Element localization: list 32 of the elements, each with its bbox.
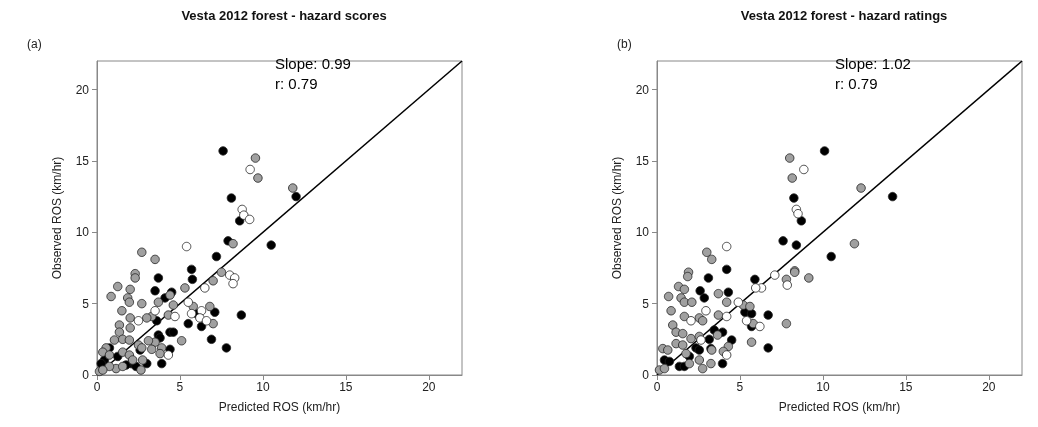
y-axis-title: Observed ROS (km/hr) [610,156,624,280]
x-tick-label: 15 [339,380,353,394]
y-tick-label: 15 [635,153,650,168]
x-tick-label: 0 [93,380,101,394]
x-tick-label: 15 [899,380,913,394]
chart-title: Vesta 2012 forest - hazard ratings [740,8,948,23]
x-tick-label: 5 [736,380,744,394]
y-tick-label: 20 [635,82,650,97]
y-tick-label: 5 [82,296,90,311]
annotation: r: 0.79 [275,75,318,92]
y-tick-label: 10 [75,225,90,240]
annotation: Slope: 1.02 [835,55,911,72]
x-tick-label: 5 [176,380,184,394]
annotation: Slope: 0.99 [275,55,351,72]
text: (a) [27,37,42,51]
x-tick-label: 0 [653,380,661,394]
y-tick-label: 5 [642,296,650,311]
y-tick-label: 15 [75,153,90,168]
annotation: r: 0.79 [835,75,878,92]
y-tick-label: 0 [642,368,650,382]
x-tick-label: 10 [256,380,270,394]
x-tick-label: 10 [816,380,830,394]
x-tick-label: 20 [982,380,996,394]
x-tick-label: 20 [422,380,436,394]
y-tick-label: 20 [75,82,90,97]
x-axis-title: Predicted ROS (km/hr) [218,400,341,414]
chart-title: Vesta 2012 forest - hazard scores [181,8,387,23]
x-axis-title: Predicted ROS (km/hr) [778,400,901,414]
y-tick-label: 0 [82,368,90,382]
y-axis-title: Observed ROS (km/hr) [50,156,64,280]
text: (b) [617,37,632,51]
y-tick-label: 10 [635,225,650,240]
